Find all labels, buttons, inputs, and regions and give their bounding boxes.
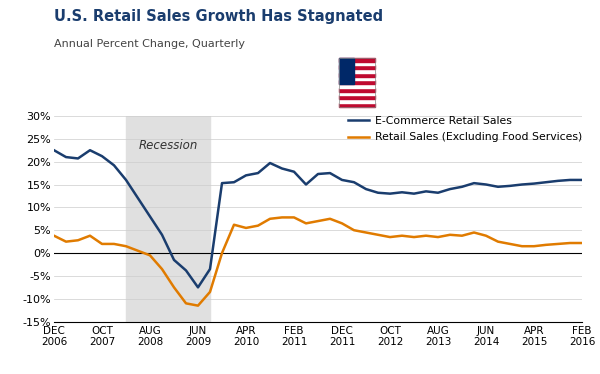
Text: U.S. Retail Sales Growth Has Stagnated: U.S. Retail Sales Growth Has Stagnated — [54, 9, 383, 24]
Text: Annual Percent Change, Quarterly: Annual Percent Change, Quarterly — [54, 39, 245, 49]
Bar — [126, 116, 210, 322]
Text: Recession: Recession — [139, 139, 197, 152]
Legend: E-Commerce Retail Sales, Retail Sales (Excluding Food Services): E-Commerce Retail Sales, Retail Sales (E… — [347, 116, 582, 142]
